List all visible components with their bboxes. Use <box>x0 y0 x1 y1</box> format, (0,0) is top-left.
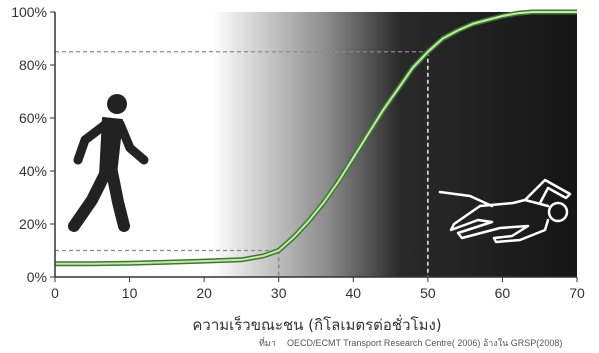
x-tick-label: 40 <box>345 285 361 301</box>
x-tick-label: 30 <box>271 285 287 301</box>
y-tick-label: 80% <box>19 57 47 73</box>
x-tick-label: 20 <box>196 285 212 301</box>
plot-background <box>55 12 577 277</box>
x-tick-label: 50 <box>420 285 436 301</box>
source-prefix: ที่มา <box>259 336 276 348</box>
y-tick-label: 20% <box>19 216 47 232</box>
y-tick-label: 0% <box>27 269 47 285</box>
source-citation: OECD/ECMT Transport Research Centre( 200… <box>287 338 562 348</box>
series-layer <box>55 9 577 267</box>
y-tick-label: 60% <box>19 110 47 126</box>
y-tick-label: 100% <box>11 4 47 20</box>
x-tick-label: 60 <box>495 285 511 301</box>
y-tick-label: 40% <box>19 163 47 179</box>
x-tick-label: 10 <box>122 285 138 301</box>
pedestrian-walking-icon <box>68 94 149 232</box>
series-line <box>55 11 577 265</box>
guide-lines <box>55 51 429 277</box>
victim-outline-icon <box>438 178 572 244</box>
x-axis-label: ความเร็วขณะชน (กิโลเมตรต่อชั่วโมง) <box>192 314 441 334</box>
x-tick-label: 70 <box>569 285 585 301</box>
x-tick-label: 0 <box>51 285 59 301</box>
axes: 0 10 20 30 40 50 60 70 0% 20% 40% 60% 80% 100% <box>11 4 585 301</box>
